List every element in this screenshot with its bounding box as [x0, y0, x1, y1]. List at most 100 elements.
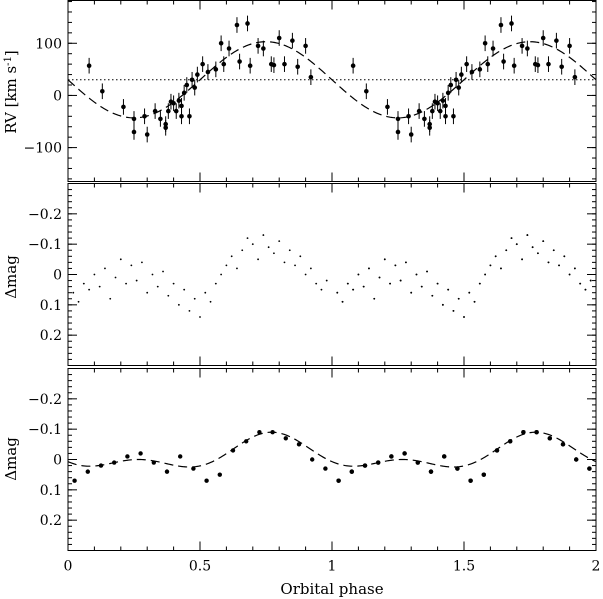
data-point: [452, 310, 455, 312]
data-point: [447, 288, 450, 291]
data-point: [443, 103, 448, 109]
data-point: [271, 62, 277, 68]
data-point: [498, 22, 504, 28]
data-point: [142, 113, 147, 119]
data-point: [296, 442, 302, 447]
data-point: [204, 478, 209, 483]
rv-y-axis-label-sup: -1: [3, 56, 14, 66]
data-point: [245, 21, 250, 26]
data-point: [442, 454, 447, 459]
rv-panel-frame: [67, 0, 597, 182]
data-point: [416, 108, 422, 114]
data-point: [125, 454, 130, 459]
data-point: [273, 252, 275, 255]
data-point: [526, 234, 529, 236]
binned-ticks-group: [67, 368, 597, 551]
data-point: [509, 21, 514, 26]
rv-ticks-group: [67, 0, 597, 182]
data-point: [278, 240, 281, 243]
data-point: [270, 430, 275, 435]
y-tick-label: 0: [53, 453, 62, 469]
data-point: [542, 240, 545, 243]
data-point: [481, 472, 486, 477]
data-point: [368, 267, 370, 270]
rv-y-tick-labels: 100 0 −100: [24, 36, 62, 156]
data-point: [510, 237, 513, 240]
data-point: [283, 436, 288, 441]
data-point: [531, 246, 534, 249]
data-point: [162, 270, 164, 273]
data-point: [546, 61, 551, 67]
data-point: [346, 282, 349, 285]
data-point: [166, 108, 171, 114]
data-point: [349, 469, 354, 474]
x-tick-labels: 0 0.5 1 1.5 2: [64, 559, 601, 575]
data-point: [209, 300, 212, 303]
data-point: [325, 279, 328, 282]
data-point: [189, 77, 195, 83]
data-point: [226, 46, 232, 51]
data-point: [453, 77, 459, 83]
data-point: [255, 43, 261, 49]
data-point: [88, 288, 91, 291]
data-point: [323, 466, 328, 471]
data-point: [141, 261, 143, 264]
data-point: [237, 59, 242, 64]
data-point: [537, 252, 539, 255]
data-point: [389, 454, 394, 459]
data-point: [489, 264, 492, 267]
data-point: [456, 85, 462, 90]
data-point: [244, 439, 249, 444]
data-point: [457, 297, 460, 300]
data-point: [552, 249, 555, 252]
data-point: [178, 454, 183, 459]
binned-panel: −0.2 −0.1 0 0.1 0.2 0 0.5 1 1.5 2 Δmag Orbital p…: [2, 368, 601, 598]
data-point: [378, 276, 381, 279]
data-point: [309, 267, 312, 270]
data-point: [109, 297, 112, 300]
data-point: [441, 303, 444, 306]
data-point: [172, 282, 175, 285]
data-point: [164, 469, 170, 474]
data-point: [192, 85, 198, 90]
data-point: [315, 282, 318, 285]
data-point: [225, 264, 228, 267]
data-point: [573, 267, 576, 270]
data-point: [188, 310, 191, 312]
x-tick-label: 2: [592, 559, 601, 575]
photometry-panel: −0.2 −0.1 0 0.1 0.2 Δmag: [2, 183, 597, 366]
data-point: [426, 270, 428, 273]
y-tick-label: −0.1: [28, 237, 62, 253]
data-point: [72, 291, 75, 294]
photometry-panel-frame: [67, 183, 597, 366]
data-point: [138, 451, 143, 456]
data-point: [436, 282, 439, 285]
data-point: [350, 63, 356, 69]
data-point: [362, 285, 365, 288]
data-point: [420, 285, 423, 288]
data-point: [230, 255, 233, 258]
data-point: [299, 255, 302, 258]
data-point: [204, 291, 207, 294]
x-tick-label: 0.5: [189, 559, 211, 575]
data-point: [100, 88, 105, 94]
data-point: [131, 129, 137, 135]
data-point: [85, 469, 91, 474]
data-point: [262, 234, 265, 236]
data-point: [167, 294, 170, 297]
rv-y-axis-label-close: ]: [2, 50, 20, 56]
data-point: [341, 300, 344, 303]
data-point: [257, 258, 259, 261]
data-point: [406, 113, 411, 119]
data-point: [72, 478, 77, 483]
data-point: [151, 460, 156, 465]
data-point: [579, 282, 582, 285]
data-point: [473, 300, 476, 303]
photometry-y-axis-label: Δmag: [2, 255, 20, 299]
data-point: [451, 113, 456, 119]
data-point: [395, 129, 401, 135]
data-point: [246, 237, 249, 240]
y-tick-label: 0.1: [40, 483, 62, 499]
data-point: [482, 40, 488, 46]
binned-y-tick-labels: −0.2 −0.1 0 0.1 0.2: [28, 392, 62, 529]
